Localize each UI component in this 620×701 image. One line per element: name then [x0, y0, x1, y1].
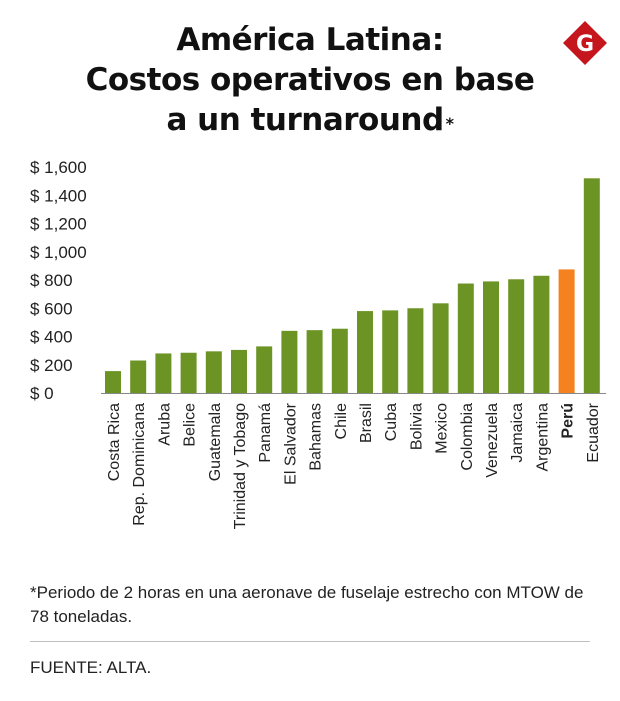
x-tick-label: Mexico: [434, 403, 451, 454]
x-tick-label: Jamaica: [509, 403, 526, 463]
y-tick-label: $ 600: [30, 299, 73, 318]
bar: [583, 178, 600, 393]
bar: [281, 330, 298, 393]
x-tick-label: Costa Rica: [106, 403, 123, 481]
title-line-3-text: a un turnaround: [166, 102, 444, 138]
title-line-1: América Latina:: [176, 22, 444, 58]
x-tick-label: Brasil: [358, 403, 375, 443]
chart-title: América Latina: Costos operativos en bas…: [0, 20, 620, 140]
bar: [457, 283, 474, 393]
x-tick-label: Rep. Dominicana: [131, 403, 148, 526]
x-tick-label: Ecuador: [585, 402, 602, 462]
x-tick-label: Belice: [182, 403, 199, 447]
x-tick-label: Panamá: [257, 403, 274, 463]
bar: [483, 281, 499, 393]
divider: [30, 641, 590, 642]
bar: [105, 371, 121, 393]
x-tick-label: Bolivia: [408, 403, 425, 450]
bar: [382, 310, 399, 393]
bar: [432, 303, 449, 393]
bar: [130, 360, 147, 393]
x-tick-label: Trinidad y Tobago: [232, 403, 249, 529]
x-tick-label: Venezuela: [484, 403, 501, 478]
logo-diamond: [563, 21, 607, 65]
y-tick-label: $ 1,400: [30, 186, 87, 205]
x-tick-label: Cuba: [383, 403, 400, 441]
title-line-3: a un turnaround *: [0, 100, 620, 140]
bar: [558, 269, 575, 393]
source-note: FUENTE: ALTA.: [30, 658, 152, 677]
footnote: *Periodo de 2 horas en una aeronave de f…: [30, 583, 584, 626]
bar: [231, 349, 247, 393]
y-tick-label: $ 200: [30, 356, 73, 375]
bar: [256, 346, 273, 393]
bar: [533, 275, 550, 393]
x-tick-label: Aruba: [156, 403, 173, 446]
bar: [407, 308, 424, 393]
bar: [331, 328, 348, 393]
x-tick-label: Guatemala: [207, 403, 224, 481]
y-tick-label: $ 1,000: [30, 243, 87, 262]
bar: [205, 351, 222, 393]
x-tick-label: Colombia: [459, 403, 476, 471]
g-logo-icon: G: [563, 21, 607, 65]
bar: [155, 353, 172, 393]
x-tick-label: Bahamas: [308, 403, 325, 471]
bar-chart: $ 0 $ 200 $ 400 $ 600 $ 800 $ 1,000 $ 1,200 $ 1…: [30, 158, 606, 529]
title-asterisk: *: [445, 114, 454, 133]
x-tick-label: Perú: [560, 403, 577, 439]
title-line-2: Costos operativos en base: [85, 62, 535, 98]
x-tick-label: El Salvador: [282, 402, 299, 484]
bar: [306, 330, 323, 393]
logo-letter: G: [576, 32, 594, 57]
y-tick-label: $ 0: [30, 384, 54, 403]
y-tick-label: $ 1,600: [30, 158, 87, 177]
bar: [180, 352, 197, 393]
bar: [357, 311, 373, 393]
x-tick-label: Argentina: [534, 403, 551, 472]
y-tick-label: $ 400: [30, 328, 73, 347]
y-tick-label: $ 800: [30, 271, 73, 290]
y-tick-label: $ 1,200: [30, 215, 87, 234]
bar: [508, 279, 525, 393]
x-tick-label: Chile: [333, 403, 350, 440]
